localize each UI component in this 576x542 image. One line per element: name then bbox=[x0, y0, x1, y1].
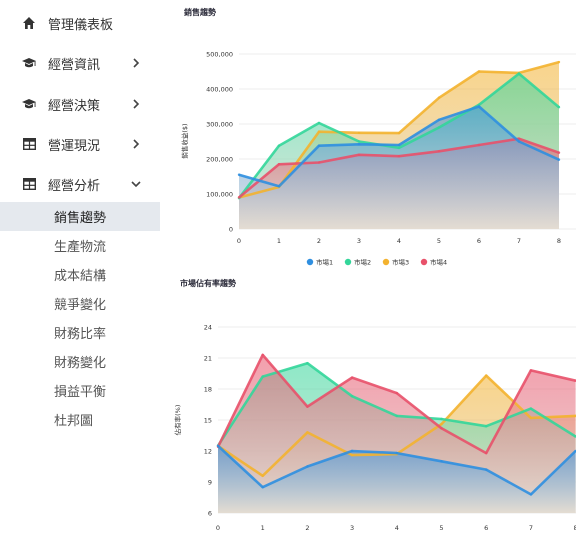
subnav-item-dupont[interactable]: 杜邦圖 bbox=[0, 405, 160, 434]
nav-item-label: 經營分析 bbox=[48, 178, 101, 194]
table-icon bbox=[22, 177, 36, 191]
subnav-item-sales-trend[interactable]: 銷售趨勢 bbox=[0, 202, 160, 231]
nav-item-business-analysis[interactable]: 經營分析 bbox=[0, 164, 160, 204]
chevron-right-icon bbox=[130, 98, 142, 110]
subnav-item-label: 競爭變化 bbox=[54, 298, 107, 313]
nav-item-business-info[interactable]: 經營資訊 bbox=[0, 43, 160, 83]
sidebar: 管理儀表板 經營資訊 經營決策 營運現況 經營分析 bbox=[0, 0, 160, 542]
chevron-down-icon bbox=[130, 178, 142, 190]
home-icon bbox=[22, 16, 36, 30]
subnav-item-break-even[interactable]: 損益平衡 bbox=[0, 376, 160, 405]
subnav-item-financial-ratio[interactable]: 財務比率 bbox=[0, 318, 160, 347]
subnav-item-logistics[interactable]: 生產物流 bbox=[0, 231, 160, 260]
subnav-item-label: 損益平衡 bbox=[54, 385, 107, 400]
subnav-item-competition[interactable]: 競爭變化 bbox=[0, 289, 160, 318]
subnav-item-label: 銷售趨勢 bbox=[54, 211, 107, 226]
nav-item-label: 管理儀表板 bbox=[48, 17, 114, 33]
graduation-cap-icon bbox=[22, 97, 36, 111]
subnav-item-cost-structure[interactable]: 成本結構 bbox=[0, 260, 160, 289]
main-content: 銷售趨勢 市場佔有率趨勢 bbox=[160, 0, 576, 542]
nav-item-label: 經營資訊 bbox=[48, 57, 101, 73]
subnav-item-label: 生產物流 bbox=[54, 240, 107, 255]
nav-item-label: 營運現況 bbox=[48, 138, 101, 154]
chevron-right-icon bbox=[130, 57, 142, 69]
table-icon bbox=[22, 137, 36, 151]
subnav-item-label: 財務比率 bbox=[54, 327, 107, 342]
chevron-right-icon bbox=[130, 138, 142, 150]
nav-item-business-decision[interactable]: 經營決策 bbox=[0, 84, 160, 124]
subnav-item-financial-change[interactable]: 財務變化 bbox=[0, 347, 160, 376]
chart-title: 市場佔有率趨勢 bbox=[180, 279, 236, 288]
nav-item-operation-status[interactable]: 營運現況 bbox=[0, 124, 160, 164]
chart-title: 銷售趨勢 bbox=[184, 8, 216, 17]
subnav-item-label: 杜邦圖 bbox=[54, 414, 94, 429]
nav-item-dashboard[interactable]: 管理儀表板 bbox=[0, 3, 160, 43]
graduation-cap-icon bbox=[22, 56, 36, 70]
subnav-item-label: 成本結構 bbox=[54, 269, 107, 284]
subnav-item-label: 財務變化 bbox=[54, 356, 107, 371]
nav-item-label: 經營決策 bbox=[48, 98, 101, 114]
